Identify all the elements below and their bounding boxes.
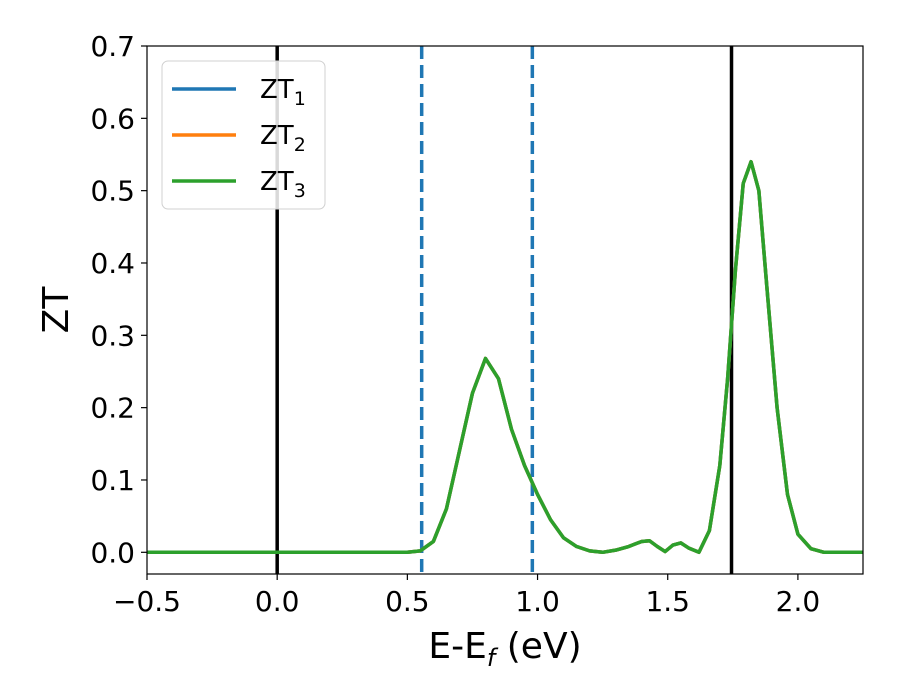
y-tick-label: 0.5: [90, 175, 135, 208]
x-tick-label: 1.5: [645, 585, 690, 618]
x-tick-label: −0.5: [113, 585, 181, 618]
y-axis-ticks: 0.0 0.1 0.2 0.3 0.4 0.5 0.6 0.7: [90, 30, 147, 569]
x-axis-title: E-Ef (eV): [428, 626, 581, 672]
series-lines: [147, 159, 863, 555]
series-line-zt3: [147, 159, 863, 555]
y-tick-label: 0.3: [90, 319, 135, 352]
x-tick-label: 2.0: [776, 585, 821, 618]
y-tick-label: 0.7: [90, 30, 135, 63]
y-tick-label: 0.2: [90, 392, 135, 425]
x-tick-label: 0.5: [385, 585, 430, 618]
x-axis-ticks: −0.5 0.0 0.5 1.0 1.5 2.0: [113, 574, 820, 618]
y-tick-label: 0.0: [90, 536, 135, 569]
x-tick-label: 0.0: [255, 585, 300, 618]
y-axis-title: ZT: [36, 286, 77, 334]
y-tick-label: 0.4: [90, 247, 135, 280]
y-tick-label: 0.1: [90, 464, 135, 497]
legend-label-zt1: ZT1: [260, 75, 306, 110]
plot-frame: [146, 45, 864, 575]
x-tick-label: 1.0: [515, 585, 560, 618]
x-axis-title-unit: (eV): [495, 626, 581, 667]
y-tick-label: 0.6: [90, 102, 135, 135]
legend-box: [161, 60, 326, 210]
legend: ZT1 ZT2 ZT3: [161, 60, 326, 210]
legend-label-zt3: ZT3: [260, 167, 306, 202]
legend-label-zt2: ZT2: [260, 121, 306, 156]
